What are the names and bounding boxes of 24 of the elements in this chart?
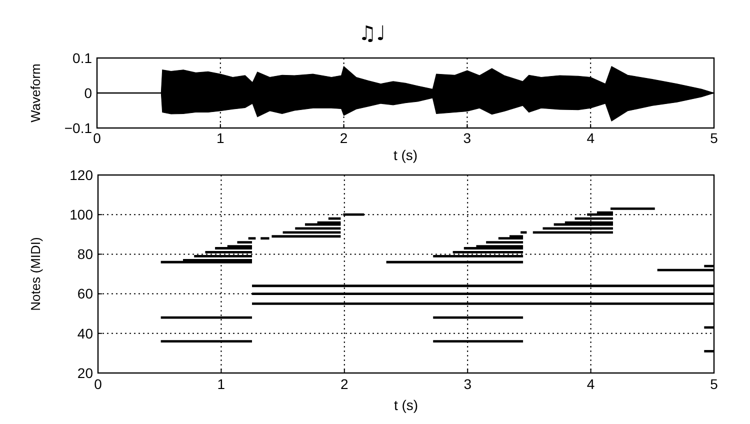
- x-tick-label: 2: [340, 376, 348, 392]
- x-tick-label: 4: [586, 130, 595, 146]
- y-tick-label: −0.1: [64, 120, 92, 136]
- y-axis-title: Notes (MIDI): [28, 237, 43, 311]
- y-tick-label: 0.1: [72, 50, 92, 66]
- y-tick-label: 120: [70, 166, 94, 183]
- y-tick-label: 60: [77, 286, 94, 302]
- x-tick-label: 5: [710, 130, 718, 146]
- x-tick-label: 4: [586, 376, 595, 392]
- x-axis-title: t (s): [393, 147, 418, 163]
- x-tick-label: 2: [340, 130, 348, 146]
- x-tick-label: 3: [464, 376, 472, 392]
- chart-title: ♫♩: [358, 21, 386, 45]
- x-axis-title: t (s): [394, 397, 418, 413]
- y-tick-label: 40: [77, 325, 94, 342]
- y-tick-label: 0: [84, 84, 92, 101]
- x-tick-label: 1: [217, 376, 226, 392]
- y-tick-label: 80: [77, 246, 94, 262]
- x-tick-label: 5: [710, 376, 718, 392]
- y-tick-label: 20: [77, 364, 94, 381]
- x-tick-label: 3: [463, 130, 472, 146]
- y-axis-title: Waveform: [28, 64, 43, 122]
- x-tick-label: 1: [216, 130, 224, 146]
- y-tick-label: 100: [70, 206, 94, 222]
